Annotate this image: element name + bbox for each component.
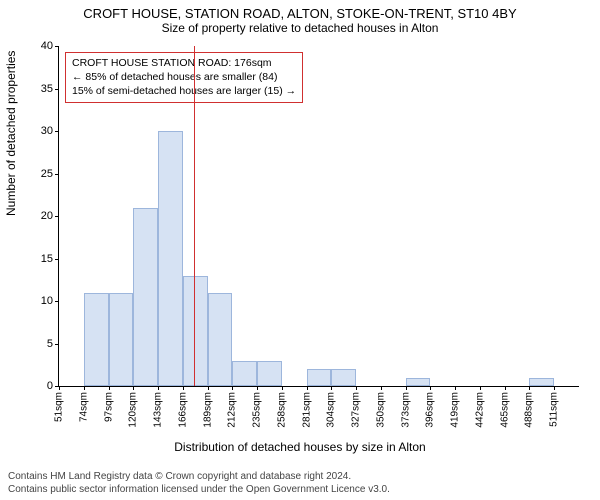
x-tick-mark bbox=[406, 386, 407, 390]
histogram-bar bbox=[208, 293, 233, 387]
histogram-bar bbox=[84, 293, 109, 387]
y-tick-mark bbox=[55, 216, 59, 217]
footer-line-2: Contains public sector information licen… bbox=[8, 483, 390, 496]
chart-subtitle: Size of property relative to detached ho… bbox=[0, 21, 600, 37]
x-tick-label: 327sqm bbox=[351, 392, 362, 428]
histogram-bar bbox=[529, 378, 554, 387]
x-tick-mark bbox=[183, 386, 184, 390]
x-tick-mark bbox=[133, 386, 134, 390]
y-tick-mark bbox=[55, 89, 59, 90]
histogram-bar bbox=[331, 369, 356, 386]
x-tick-mark bbox=[505, 386, 506, 390]
x-tick-mark bbox=[59, 386, 60, 390]
x-tick-mark bbox=[331, 386, 332, 390]
x-tick-label: 212sqm bbox=[227, 392, 238, 428]
histogram-bar bbox=[158, 131, 183, 386]
x-tick-mark bbox=[282, 386, 283, 390]
x-tick-mark bbox=[257, 386, 258, 390]
y-tick-mark bbox=[55, 46, 59, 47]
histogram-bar bbox=[109, 293, 134, 387]
x-tick-mark bbox=[307, 386, 308, 390]
histogram-bar bbox=[257, 361, 282, 387]
x-tick-label: 350sqm bbox=[375, 392, 386, 428]
histogram-bar bbox=[406, 378, 431, 387]
y-tick-mark bbox=[55, 259, 59, 260]
attribution-footer: Contains HM Land Registry data © Crown c… bbox=[8, 470, 390, 496]
x-tick-label: 120sqm bbox=[128, 392, 139, 428]
x-tick-label: 189sqm bbox=[202, 392, 213, 428]
x-tick-mark bbox=[554, 386, 555, 390]
x-tick-label: 281sqm bbox=[301, 392, 312, 428]
x-axis-label: Distribution of detached houses by size … bbox=[0, 440, 600, 454]
x-tick-label: 97sqm bbox=[103, 392, 114, 422]
info-line-3: 15% of semi-detached houses are larger (… bbox=[72, 84, 296, 98]
plot-area: CROFT HOUSE STATION ROAD: 176sqm ← 85% o… bbox=[58, 46, 579, 387]
x-tick-label: 74sqm bbox=[78, 392, 89, 422]
histogram-bar bbox=[133, 208, 158, 387]
x-tick-label: 511sqm bbox=[549, 392, 560, 427]
x-tick-mark bbox=[480, 386, 481, 390]
histogram-bar bbox=[232, 361, 257, 387]
property-marker-line bbox=[194, 46, 195, 386]
x-tick-label: 235sqm bbox=[252, 392, 263, 428]
footer-line-1: Contains HM Land Registry data © Crown c… bbox=[8, 470, 390, 483]
x-tick-mark bbox=[208, 386, 209, 390]
y-tick-mark bbox=[55, 174, 59, 175]
x-tick-label: 488sqm bbox=[524, 392, 535, 428]
x-tick-label: 373sqm bbox=[400, 392, 411, 428]
x-tick-mark bbox=[84, 386, 85, 390]
x-tick-mark bbox=[529, 386, 530, 390]
x-tick-mark bbox=[455, 386, 456, 390]
y-axis-label: Number of detached properties bbox=[4, 51, 18, 216]
x-tick-label: 304sqm bbox=[326, 392, 337, 428]
x-tick-label: 258sqm bbox=[276, 392, 287, 428]
x-tick-label: 51sqm bbox=[54, 392, 65, 422]
x-tick-label: 442sqm bbox=[474, 392, 485, 428]
x-tick-label: 166sqm bbox=[177, 392, 188, 428]
histogram-bar bbox=[183, 276, 208, 387]
x-tick-label: 465sqm bbox=[499, 392, 510, 428]
y-tick-mark bbox=[55, 301, 59, 302]
y-tick-mark bbox=[55, 344, 59, 345]
info-line-1: CROFT HOUSE STATION ROAD: 176sqm bbox=[72, 56, 296, 70]
info-box: CROFT HOUSE STATION ROAD: 176sqm ← 85% o… bbox=[65, 52, 303, 103]
x-tick-label: 396sqm bbox=[425, 392, 436, 428]
histogram-bar bbox=[307, 369, 332, 386]
x-tick-mark bbox=[356, 386, 357, 390]
chart-title: CROFT HOUSE, STATION ROAD, ALTON, STOKE-… bbox=[0, 0, 600, 21]
x-tick-mark bbox=[158, 386, 159, 390]
chart-container: CROFT HOUSE, STATION ROAD, ALTON, STOKE-… bbox=[0, 0, 600, 500]
y-tick-mark bbox=[55, 131, 59, 132]
x-tick-label: 419sqm bbox=[450, 392, 461, 428]
x-tick-mark bbox=[430, 386, 431, 390]
x-tick-mark bbox=[232, 386, 233, 390]
info-line-2: ← 85% of detached houses are smaller (84… bbox=[72, 70, 296, 84]
x-tick-label: 143sqm bbox=[153, 392, 164, 428]
x-tick-mark bbox=[381, 386, 382, 390]
x-tick-mark bbox=[109, 386, 110, 390]
